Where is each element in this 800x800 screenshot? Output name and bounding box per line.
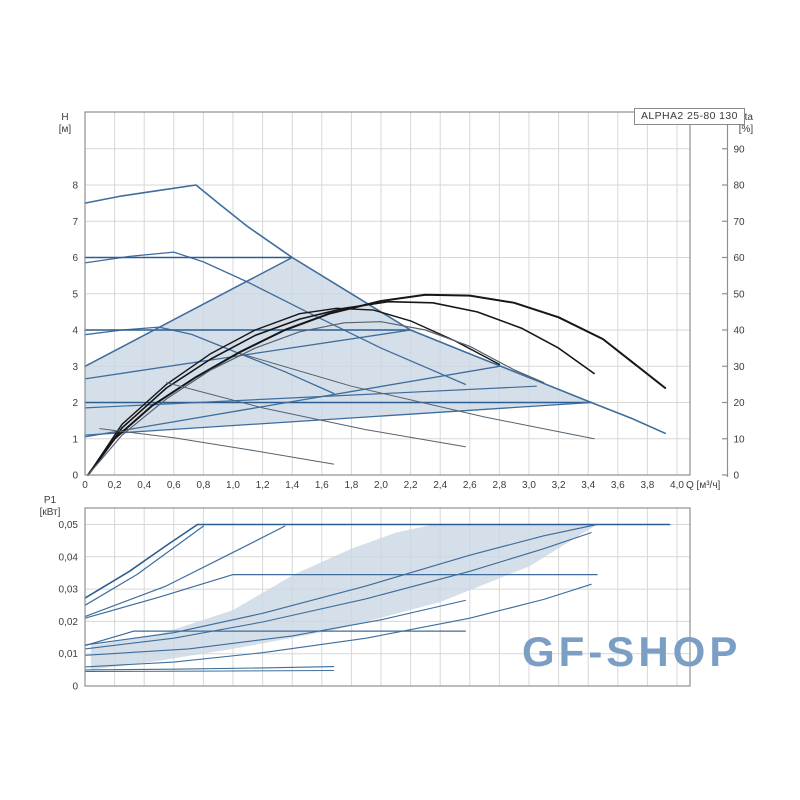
x-tick-label: 2,8 <box>492 480 506 491</box>
y-tick-label: 5 <box>72 289 78 300</box>
p1-min-curve <box>84 666 335 671</box>
y-tick-label: 0,05 <box>59 520 79 531</box>
pp-upper-line <box>84 256 293 368</box>
x-tick-label: 1,2 <box>256 480 270 491</box>
plot-frame <box>84 507 691 687</box>
p1-cp2-curve <box>84 630 466 647</box>
y-tick-label: 8 <box>72 181 78 192</box>
aux-curve-3 <box>239 353 595 440</box>
max-speed-curve <box>84 184 666 435</box>
plot-frame <box>84 111 691 476</box>
p1-pp-low <box>84 583 592 668</box>
x-tick-label: 0,8 <box>196 480 210 491</box>
head-axis-unit: [м] <box>58 124 72 135</box>
eta-curve-3 <box>87 307 501 476</box>
eta-axis-symbol: eta <box>739 112 753 123</box>
power-axis-symbol: P1 <box>43 495 57 506</box>
y-tick-label: 1 <box>72 434 78 445</box>
eta-tick-label: 40 <box>734 326 746 337</box>
eta-curve-4 <box>87 321 545 476</box>
y-tick-label: 7 <box>72 217 78 228</box>
x-tick-label: 1,4 <box>285 480 299 491</box>
x-tick-label: 2,2 <box>404 480 418 491</box>
speed2-curve <box>84 251 467 386</box>
eta-axis-unit: [%] <box>738 124 754 135</box>
duty-range-power <box>90 524 598 670</box>
x-tick-label: 3,2 <box>552 480 566 491</box>
y-tick-label: 0 <box>72 682 78 693</box>
x-tick-label: 1,6 <box>315 480 329 491</box>
eta-axis-label: eta [%] <box>731 112 761 136</box>
x-tick-label: 0,4 <box>137 480 151 491</box>
y-tick-label: 0 <box>72 471 78 482</box>
shop-watermark: GF-SHOP <box>522 628 742 675</box>
y-tick-label: 4 <box>72 326 78 337</box>
duty-range <box>85 257 592 436</box>
x-tick-label: 3,6 <box>611 480 625 491</box>
x-tick-label: 2,0 <box>374 480 388 491</box>
x-tick-label: 4,0 <box>670 480 684 491</box>
eta-tick-label: 90 <box>734 144 746 155</box>
eta-tick-label: 20 <box>734 398 746 409</box>
x-tick-label: 2,6 <box>463 480 477 491</box>
y-tick-label: 0,03 <box>59 585 79 596</box>
eta-tick-label: 80 <box>734 181 746 192</box>
eta-tick-label: 60 <box>734 253 746 264</box>
x-tick-label: 0,2 <box>108 480 122 491</box>
y-tick-label: 3 <box>72 362 78 373</box>
p1-low2-curve <box>84 599 466 656</box>
eta-tick-label: 50 <box>734 289 746 300</box>
head-axis-label: H [м] <box>50 112 80 136</box>
x-tick-label: 3,4 <box>581 480 595 491</box>
pump-model-badge: ALPHA2 25-80 130 <box>634 108 745 125</box>
p1-max-curve <box>84 523 671 599</box>
x-tick-label: 1,8 <box>344 480 358 491</box>
head-axis-symbol: H <box>61 112 69 123</box>
y-tick-label: 0,02 <box>59 617 79 628</box>
y-tick-label: 0,01 <box>59 649 79 660</box>
aux-curve-2 <box>165 382 466 448</box>
p1-max2-curve <box>84 525 204 606</box>
pp4-line <box>84 329 412 380</box>
x-tick-label: 1,0 <box>226 480 240 491</box>
pp3-line <box>84 365 501 438</box>
power-axis-label: P1 [кВт] <box>30 495 70 519</box>
eta-tick-label: 70 <box>734 217 746 228</box>
x-tick-label: 0,6 <box>167 480 181 491</box>
aux-curve-1 <box>99 428 335 465</box>
eta-tick-label: 0 <box>734 471 740 482</box>
x-tick-label: 2,4 <box>433 480 447 491</box>
eta-tick-label: 30 <box>734 362 746 373</box>
x-tick-label: 0 <box>82 480 88 491</box>
x-tick-label: 3,8 <box>640 480 654 491</box>
p1-pp-mid <box>84 532 592 650</box>
p1-cp3-curve <box>84 574 598 619</box>
p1-pp-upper <box>84 523 598 646</box>
x-axis-unit-label: Q [м³/ч] <box>686 480 721 491</box>
y-tick-label: 2 <box>72 398 78 409</box>
y-tick-label: 0,04 <box>59 552 79 563</box>
power-axis-unit: [кВт] <box>39 507 61 518</box>
p1-cp3a-curve <box>84 525 286 618</box>
y-tick-label: 6 <box>72 253 78 264</box>
pp1-line <box>84 401 592 436</box>
x-tick-label: 3,0 <box>522 480 536 491</box>
eta-tick-label: 10 <box>734 434 746 445</box>
p1-aux-curve <box>84 670 335 672</box>
